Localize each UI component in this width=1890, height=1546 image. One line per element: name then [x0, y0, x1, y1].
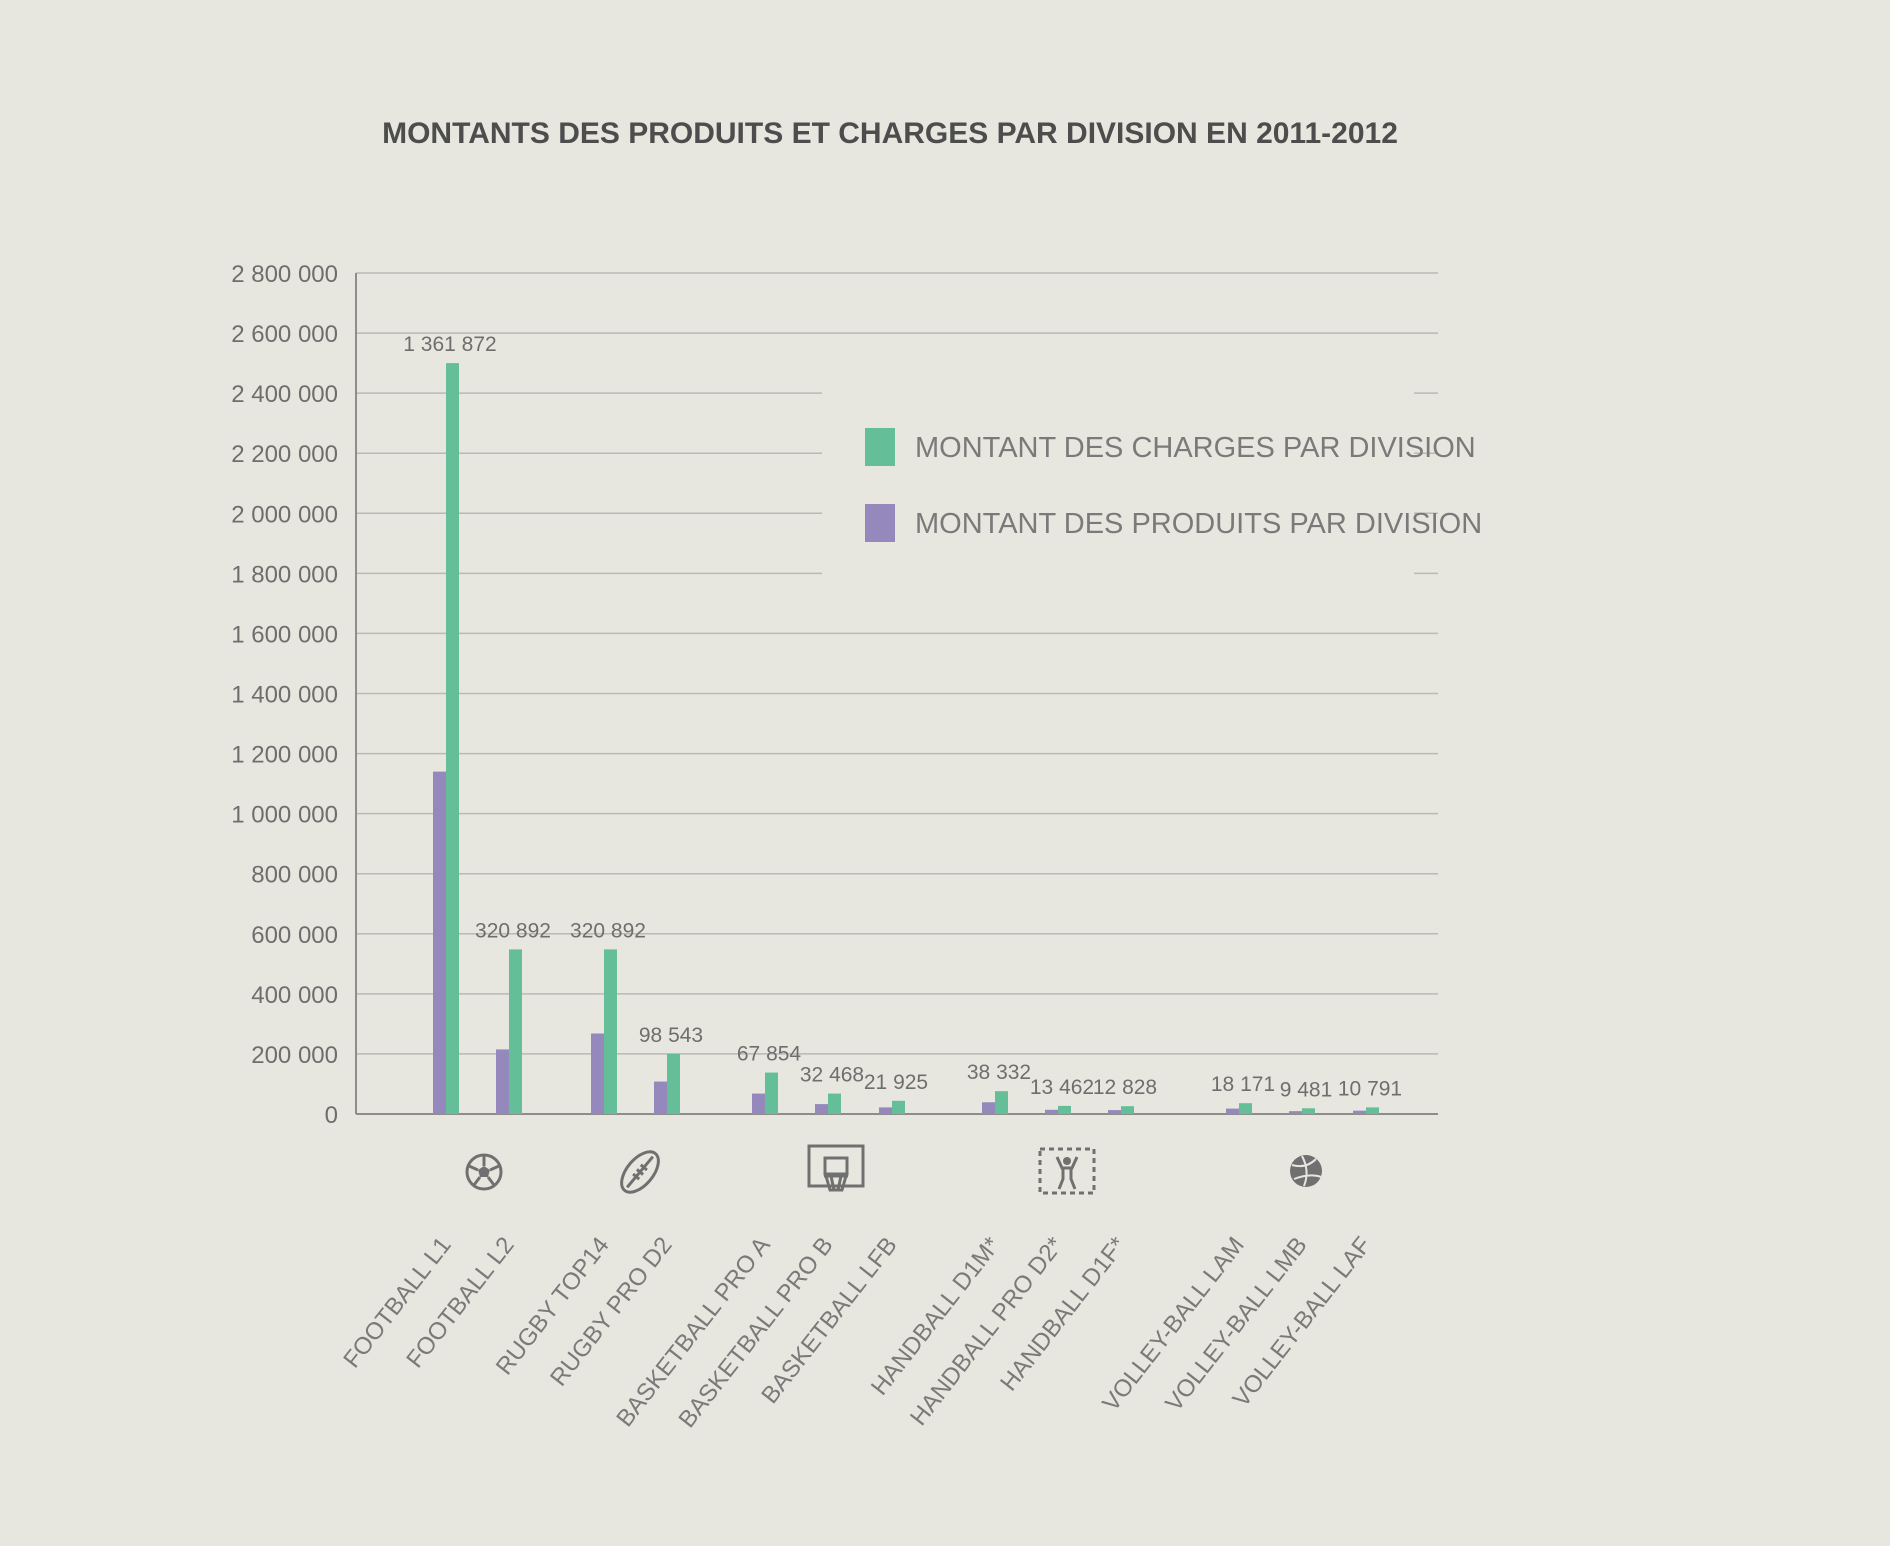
bar-produits: [654, 1081, 667, 1114]
bar-produits: [879, 1107, 892, 1114]
y-axis: 0 200 000 400 000 600 000 800 000 1 000 000 1 …: [231, 261, 338, 1129]
bar-charges: [446, 363, 459, 1114]
bar-charges: [765, 1072, 778, 1114]
bar-produits: [752, 1093, 765, 1114]
data-label: 12 828: [1093, 1076, 1157, 1099]
bars: [433, 363, 1379, 1114]
y-tick-label: 1 400 000: [231, 682, 338, 709]
bar-produits: [433, 771, 446, 1114]
bar-charges: [995, 1091, 1008, 1114]
data-label: 32 468: [800, 1064, 864, 1087]
y-tick-label: 2 000 000: [231, 501, 338, 528]
data-label: 67 854: [737, 1043, 802, 1066]
y-tick-label: 2 600 000: [231, 321, 338, 348]
bar-produits: [815, 1104, 828, 1114]
bar-charges: [1366, 1107, 1379, 1114]
legend-background: [822, 385, 1414, 593]
y-tick-label: 600 000: [251, 922, 338, 949]
legend-swatch-produits: [865, 504, 895, 542]
bar-produits: [1289, 1111, 1302, 1114]
y-tick-label: 800 000: [251, 862, 338, 889]
data-label: 320 892: [475, 919, 551, 942]
y-tick-label: 1 200 000: [231, 742, 338, 769]
bar-produits: [1226, 1108, 1239, 1114]
rugby-ball-icon: [620, 1150, 660, 1194]
bar-produits: [1045, 1109, 1058, 1114]
legend-label-produits: MONTANT DES PRODUITS PAR DIVISION: [915, 508, 1482, 540]
y-tick-label: 200 000: [251, 1042, 338, 1069]
data-label: 18 171: [1211, 1073, 1275, 1096]
legend-label-charges: MONTANT DES CHARGES PAR DIVISION: [915, 432, 1476, 464]
bar-charges: [892, 1100, 905, 1114]
y-tick-label: 2 400 000: [231, 381, 338, 408]
handball-player-icon: [1038, 1147, 1096, 1195]
bar-charges: [509, 949, 522, 1114]
bar-charges: [667, 1053, 680, 1114]
bar-charges: [1058, 1105, 1071, 1114]
volleyball-icon: [1290, 1155, 1322, 1187]
bar-charges: [828, 1093, 841, 1114]
y-tick-label: 1 000 000: [231, 802, 338, 829]
soccer-ball-icon: [465, 1153, 503, 1191]
y-tick-label: 0: [325, 1102, 338, 1129]
y-tick-label: 2 200 000: [231, 441, 338, 468]
data-label: 10 791: [1338, 1077, 1402, 1100]
data-label: 320 892: [570, 919, 646, 942]
basketball-hoop-icon: [807, 1144, 865, 1192]
data-label: 13 462: [1030, 1076, 1094, 1099]
bar-produits: [982, 1102, 995, 1114]
bar-charges: [1121, 1106, 1134, 1114]
legend-swatch-charges: [865, 428, 895, 466]
data-label: 9 481: [1280, 1078, 1333, 1101]
data-label: 21 925: [864, 1071, 928, 1094]
y-tick-label: 400 000: [251, 982, 338, 1009]
bar-charges: [1239, 1103, 1252, 1114]
chart-title: MONTANTS DES PRODUITS ET CHARGES PAR DIV…: [382, 117, 1398, 150]
bar-produits: [496, 1049, 509, 1114]
legend: MONTANT DES CHARGES PAR DIVISION MONTANT…: [822, 385, 1482, 593]
y-tick-label: 2 800 000: [231, 261, 338, 288]
data-label: 98 543: [639, 1024, 703, 1047]
bar-produits: [1108, 1110, 1121, 1114]
data-label: 38 332: [967, 1061, 1031, 1084]
bar-produits: [591, 1033, 604, 1114]
bar-charges: [604, 949, 617, 1114]
bar-charges: [1302, 1108, 1315, 1114]
bar-produits: [1353, 1110, 1366, 1114]
y-tick-label: 1 600 000: [231, 621, 338, 648]
y-tick-label: 1 800 000: [231, 561, 338, 588]
data-label: 1 361 872: [403, 333, 496, 356]
